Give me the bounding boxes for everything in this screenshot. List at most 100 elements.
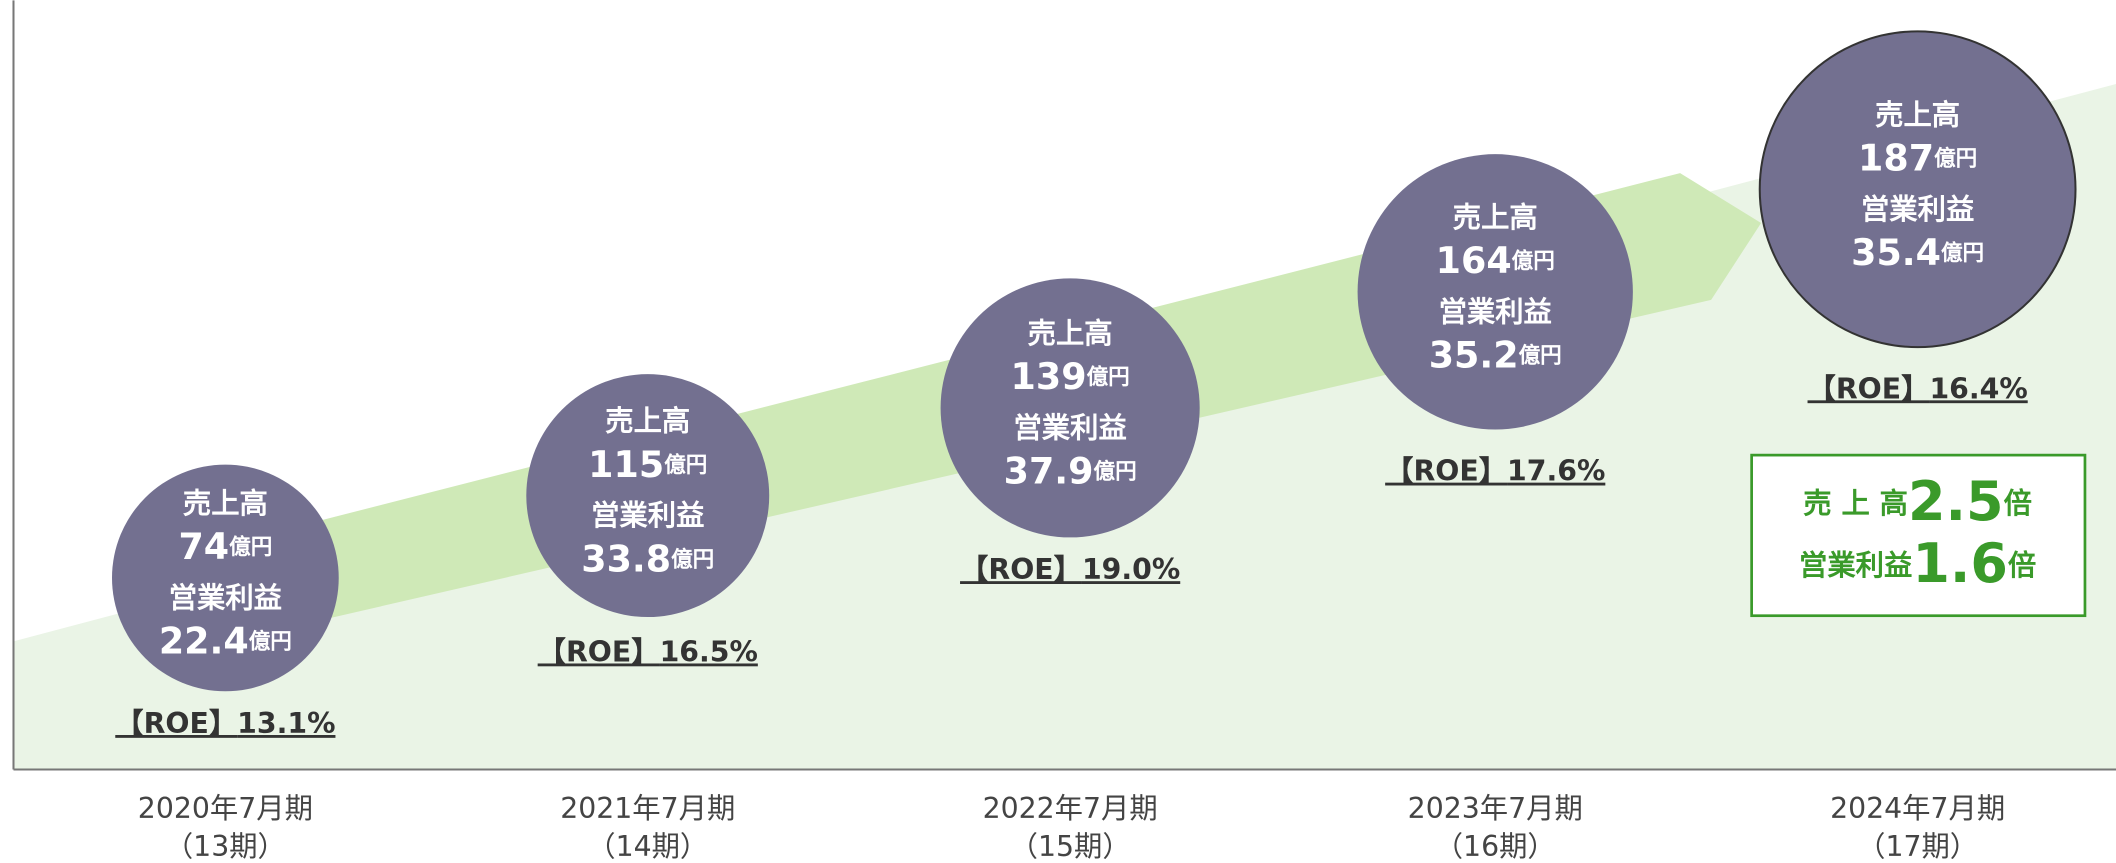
label: 営業利益: [591, 499, 704, 532]
revenue-label: 売上高: [1453, 201, 1538, 234]
unit: 億円: [1512, 248, 1555, 274]
roe-value: 16.4%: [1929, 372, 2027, 405]
label: 営業利益: [169, 582, 282, 615]
revenue-label: 売上高: [1028, 317, 1113, 350]
roe-value: 16.5%: [660, 635, 758, 668]
period-circle: [940, 278, 1200, 538]
unit: 億円: [671, 546, 714, 572]
value: 35.2: [1429, 333, 1519, 376]
roe: 【ROE】13.1%: [115, 707, 335, 740]
roe-label: 【ROE】: [115, 707, 237, 740]
value: 33.8: [581, 537, 671, 580]
revenue-value: 164億円: [1436, 239, 1555, 282]
period: 2020年7月期: [138, 792, 313, 825]
roe: 【ROE】16.5%: [538, 635, 758, 668]
value: 115: [588, 442, 664, 485]
value: 2.5: [1908, 470, 2004, 533]
term-name: （13期）: [165, 830, 286, 863]
revenue-label: 売上高: [1875, 98, 1960, 131]
roe-label: 【ROE】: [538, 635, 660, 668]
unit: 億円: [1934, 146, 1977, 172]
unit: 倍: [2004, 487, 2032, 520]
period: 2023年7月期: [1408, 792, 1583, 825]
roe-value: 17.6%: [1507, 455, 1605, 488]
summary-revenue: 売 上 高2.5倍: [1803, 470, 2032, 533]
roe: 【ROE】16.4%: [1808, 372, 2028, 405]
term: （16期）: [1435, 830, 1556, 863]
unit: 億円: [1087, 364, 1130, 390]
period: 2021年7月期: [560, 792, 735, 825]
unit: 億円: [1941, 240, 1984, 266]
revenue-value: 187億円: [1858, 136, 1977, 179]
period-circle: [526, 374, 770, 618]
period-name: 2023年7月期: [1408, 792, 1583, 825]
profit-label: 営業利益: [591, 499, 704, 532]
value: 74: [178, 525, 229, 568]
term: （17期）: [1857, 830, 1978, 863]
unit: 倍: [2008, 549, 2036, 582]
value: 35.4: [1851, 231, 1941, 274]
roe-label: 【ROE】: [1808, 372, 1930, 405]
label: 売 上 高: [1803, 487, 1908, 520]
term: （13期）: [165, 830, 286, 863]
period-name: 2022年7月期: [983, 792, 1158, 825]
value: 164: [1436, 239, 1512, 282]
profit-value: 37.9億円: [1004, 449, 1137, 492]
period: 2024年7月期: [1830, 792, 2005, 825]
unit: 億円: [1519, 343, 1562, 369]
period-name: 2021年7月期: [560, 792, 735, 825]
revenue-value: 139億円: [1011, 355, 1130, 398]
term: （14期）: [587, 830, 708, 863]
label: 営業利益: [1439, 295, 1552, 328]
value: 139: [1011, 355, 1087, 398]
roe-value: 19.0%: [1082, 553, 1180, 586]
term-name: （17期）: [1857, 830, 1978, 863]
revenue-label: 売上高: [605, 405, 690, 438]
profit-label: 営業利益: [1439, 295, 1552, 328]
summary-profit: 営業利益1.6倍: [1799, 532, 2036, 595]
profit-label: 営業利益: [169, 582, 282, 615]
value: 22.4: [159, 619, 249, 662]
label: 売上高: [1028, 317, 1113, 350]
roe-label: 【ROE】: [1385, 455, 1507, 488]
label: 売上高: [605, 405, 690, 438]
period: 2022年7月期: [983, 792, 1158, 825]
profit-value: 22.4億円: [159, 619, 292, 662]
value: 187: [1858, 136, 1934, 179]
revenue-label: 売上高: [183, 487, 268, 520]
label: 営業利益: [1861, 193, 1974, 226]
period-name: 2020年7月期: [138, 792, 313, 825]
profit-value: 33.8億円: [581, 537, 714, 580]
label: 売上高: [1453, 201, 1538, 234]
label: 売上高: [183, 487, 268, 520]
unit: 億円: [229, 534, 272, 560]
roe: 【ROE】17.6%: [1385, 455, 1605, 488]
profit-value: 35.4億円: [1851, 231, 1984, 274]
roe-label: 【ROE】: [960, 553, 1082, 586]
roe-value: 13.1%: [237, 707, 335, 740]
value: 1.6: [1912, 532, 2008, 595]
roe: 【ROE】19.0%: [960, 553, 1180, 586]
unit: 億円: [1094, 459, 1137, 485]
value: 37.9: [1004, 449, 1094, 492]
period-circle: [112, 464, 339, 692]
term-name: （15期）: [1010, 830, 1131, 863]
profit-value: 35.2億円: [1429, 333, 1562, 376]
summary-box: [1750, 453, 2087, 618]
label: 営業利益: [1013, 411, 1126, 444]
period-name: 2024年7月期: [1830, 792, 2005, 825]
term-name: （16期）: [1435, 830, 1556, 863]
unit: 億円: [664, 452, 707, 478]
label: 営業利益: [1799, 549, 1912, 582]
profit-label: 営業利益: [1013, 411, 1126, 444]
revenue-value: 74億円: [178, 525, 272, 568]
period-circle: [1357, 154, 1633, 430]
label: 売上高: [1875, 98, 1960, 131]
period-circle: [1758, 30, 2077, 349]
term: （15期）: [1010, 830, 1131, 863]
profit-label: 営業利益: [1861, 193, 1974, 226]
revenue-value: 115億円: [588, 442, 707, 485]
unit: 億円: [249, 629, 292, 655]
